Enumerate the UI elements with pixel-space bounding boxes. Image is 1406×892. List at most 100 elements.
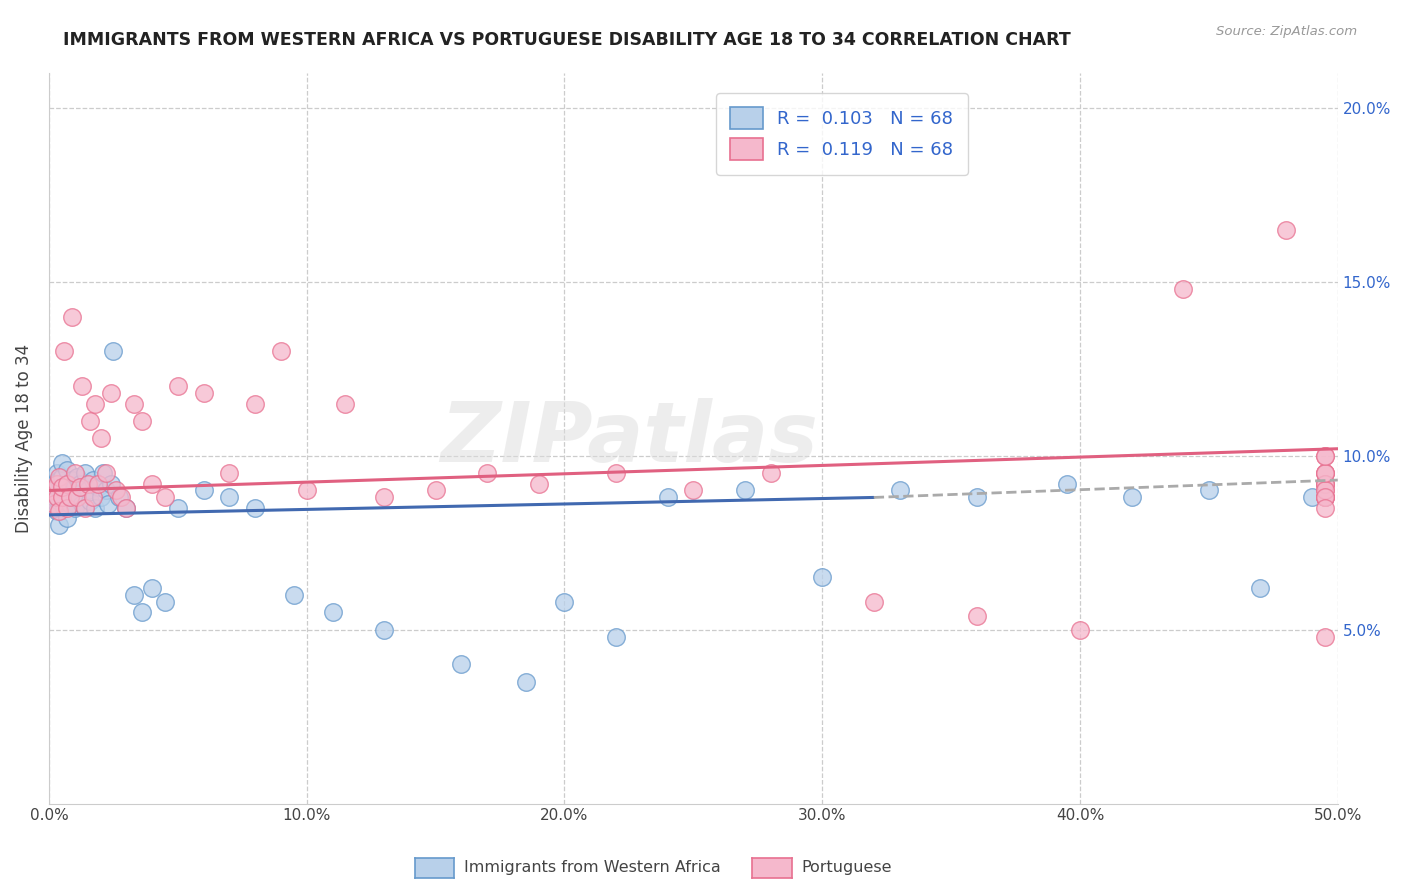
Point [45,476,67,491]
Point [48,473,70,487]
Point [759,466,782,480]
Point [91,466,114,480]
Point [1171,282,1194,296]
Point [153,595,176,609]
Point [553,595,575,609]
Point [131,414,153,428]
Point [79,414,101,428]
Text: IMMIGRANTS FROM WESTERN AFRICA VS PORTUGUESE DISABILITY AGE 18 TO 34 CORRELATION: IMMIGRANTS FROM WESTERN AFRICA VS PORTUG… [63,31,1071,49]
Point [107,491,129,505]
Point [295,483,318,498]
Point [193,386,215,401]
Point [56,476,79,491]
Point [1301,491,1323,505]
Point [45,466,67,480]
Point [41,497,63,511]
Point [76,483,98,498]
Point [42,476,65,491]
Point [51,491,73,505]
Point [56,500,79,515]
Point [734,483,756,498]
Point [87,480,110,494]
Point [48,494,70,508]
Point [53,500,76,515]
Point [84,500,107,515]
Point [1313,466,1336,480]
Point [335,396,357,410]
Point [104,483,127,498]
Point [66,487,89,501]
Point [425,483,447,498]
Point [63,480,86,494]
Point [56,491,79,505]
Point [51,480,73,494]
Text: ZIPatlas: ZIPatlas [440,398,818,479]
Point [94,466,117,480]
Point [862,595,884,609]
Point [84,396,107,410]
Point [1249,581,1271,595]
Point [1313,483,1336,498]
Point [373,623,395,637]
Point [141,581,163,595]
Point [66,491,89,505]
Point [122,588,145,602]
Point [87,476,110,491]
Text: Source: ZipAtlas.com: Source: ZipAtlas.com [1216,25,1357,38]
Point [51,487,73,501]
Point [45,504,67,518]
Point [73,466,96,480]
Point [1313,491,1336,505]
Point [1313,500,1336,515]
Point [60,310,83,324]
Point [79,494,101,508]
Point [103,344,125,359]
Point [60,491,83,505]
Point [115,500,138,515]
Point [373,491,395,505]
Point [1313,491,1336,505]
Point [1313,483,1336,498]
Point [1056,476,1078,491]
Point [193,483,215,498]
Point [100,476,122,491]
Point [1069,623,1091,637]
Point [966,608,988,623]
Point [1275,222,1298,236]
Text: Immigrants from Western Africa: Immigrants from Western Africa [464,861,721,875]
Point [321,605,343,619]
Point [51,456,73,470]
Point [966,491,988,505]
Point [1313,466,1336,480]
Point [69,480,91,494]
Point [283,588,305,602]
Point [1313,491,1336,505]
Point [89,491,111,505]
Point [100,386,122,401]
Point [53,344,76,359]
Point [72,379,94,393]
Point [42,497,65,511]
Point [527,476,550,491]
Point [56,511,79,525]
Point [73,500,96,515]
Point [889,483,911,498]
Point [166,500,188,515]
Point [48,504,70,518]
Point [58,483,80,498]
Point [45,480,67,494]
Point [270,344,292,359]
Point [115,500,138,515]
Point [515,674,537,689]
Point [131,605,153,619]
Point [1198,483,1220,498]
Point [1313,491,1336,505]
Point [1313,476,1336,491]
Point [58,491,80,505]
Text: Portuguese: Portuguese [801,861,891,875]
Point [811,570,834,584]
Point [605,466,627,480]
Point [1313,476,1336,491]
Point [69,476,91,491]
Point [605,630,627,644]
